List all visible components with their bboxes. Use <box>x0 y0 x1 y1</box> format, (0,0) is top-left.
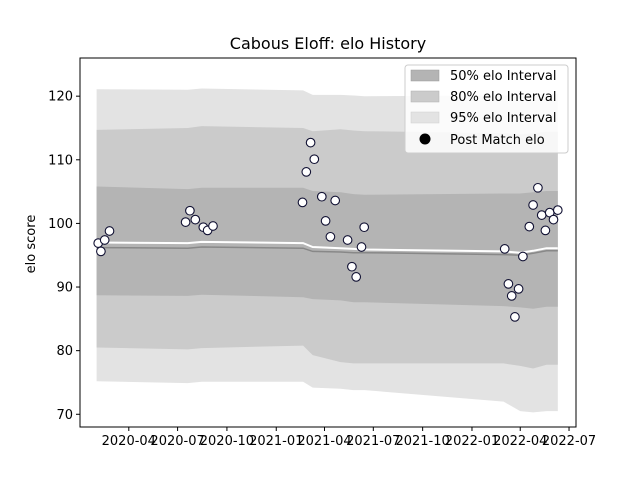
post-match-point <box>533 182 543 193</box>
post-match-point <box>190 214 201 225</box>
y-tick-label: 80 <box>56 344 73 359</box>
legend-label-post-match: Post Match elo <box>450 133 545 148</box>
x-tick-label: 2021-04 <box>297 434 351 449</box>
mean-elo-line <box>96 246 558 256</box>
y-axis-label: elo score <box>24 215 39 274</box>
trend-lines <box>96 240 558 256</box>
post-match-point <box>301 167 312 177</box>
legend-label-95: 95% elo Interval <box>450 111 557 126</box>
post-match-point <box>208 221 218 231</box>
legend-swatch-80 <box>410 90 440 103</box>
y-tick-label: 120 <box>48 90 73 105</box>
post-match-point <box>309 154 320 165</box>
post-match-point <box>297 197 308 208</box>
legend-marker-post-match <box>419 133 431 145</box>
x-tick-label: 2022-07 <box>542 434 596 449</box>
post-match-point <box>499 244 510 254</box>
post-match-point <box>351 272 362 282</box>
plot-area <box>79 57 577 428</box>
post-match-point <box>347 261 357 272</box>
legend-swatch-95 <box>410 111 440 124</box>
post-match-point <box>503 279 514 289</box>
post-match-point <box>524 221 535 232</box>
post-match-point <box>316 191 327 202</box>
x-tick-label: 2021-07 <box>346 434 400 449</box>
median-elo-line <box>96 240 558 254</box>
post-match-point <box>342 235 353 245</box>
post-match-points <box>93 137 563 322</box>
post-match-point <box>330 195 341 206</box>
plot-frame <box>79 57 577 428</box>
post-match-point <box>540 225 551 236</box>
x-tick-label: 2021-01 <box>249 434 303 449</box>
post-match-point <box>99 235 110 245</box>
x-tick-label: 2022-04 <box>493 434 547 449</box>
post-match-point <box>185 205 195 216</box>
y-axis: 70 80 90 100 110 120 <box>48 90 80 423</box>
y-tick-label: 90 <box>56 281 73 296</box>
x-tick-label: 2020-10 <box>200 434 254 449</box>
post-match-point <box>96 246 106 257</box>
chart-title: Cabous Eloff: elo History <box>230 34 426 53</box>
legend-box <box>404 64 569 154</box>
post-match-point <box>325 231 336 242</box>
post-match-point <box>104 226 115 236</box>
post-match-point <box>528 200 538 210</box>
x-tick-label: 2022-01 <box>445 434 499 449</box>
y-tick-label: 70 <box>56 408 73 423</box>
y-tick-label: 110 <box>48 153 73 168</box>
legend-swatch-50 <box>410 69 440 82</box>
post-match-point <box>305 137 316 148</box>
post-match-point <box>320 216 331 226</box>
legend-label-50: 50% elo Interval <box>450 69 557 84</box>
post-match-point <box>506 291 517 301</box>
x-axis: 2020-042020-072020-102021-012021-042021-… <box>102 427 596 449</box>
y-tick-label: 100 <box>48 217 73 232</box>
post-match-point <box>180 217 191 227</box>
x-tick-label: 2020-04 <box>102 434 156 449</box>
post-match-point <box>356 242 367 252</box>
post-match-point <box>518 251 528 262</box>
x-tick-label: 2020-07 <box>150 434 204 449</box>
legend: 50% elo Interval 80% elo Interval 95% el… <box>404 64 569 154</box>
post-match-point <box>359 222 370 233</box>
x-tick-label: 2021-10 <box>395 434 449 449</box>
post-match-point <box>513 284 524 294</box>
post-match-point <box>536 210 547 220</box>
legend-label-80: 80% elo Interval <box>450 90 557 105</box>
post-match-point <box>510 312 520 322</box>
post-match-point <box>548 214 559 225</box>
post-match-point <box>552 205 563 215</box>
